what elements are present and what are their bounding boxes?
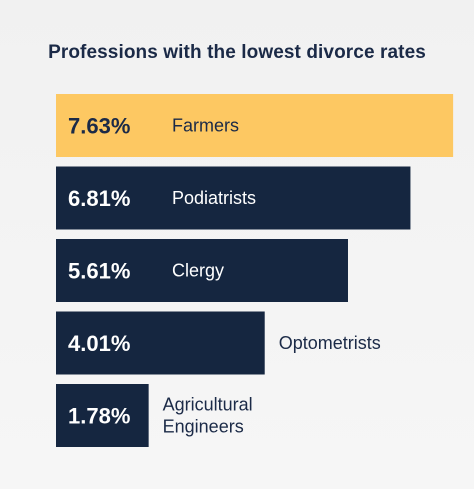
bar-agricultural-engineers [56,384,149,447]
bar-podiatrists [56,166,411,230]
bar-value-label: 7.63% [68,114,130,139]
bar-value-label: 4.01% [68,331,130,356]
bar-value-label: 1.78% [68,404,130,429]
bar-farmers [56,94,454,157]
bar-category-label-line: Engineers [163,417,244,437]
bar-category-label-line: Farmers [172,116,239,136]
bar-category-label: Agricultural Engineers [163,395,253,437]
bar-clergy [56,239,348,302]
bar-category-label-line: Podiatrists [172,188,256,208]
bar-value-label: 6.81% [68,186,130,211]
bar-category-label-line: Clergy [172,261,224,281]
bar-category-label: Podiatrists [172,188,256,208]
bar-category-label: Clergy [172,261,224,281]
bar-category-label: Farmers [172,116,239,136]
bar-category-label: Optometrists [279,333,381,353]
bar-optometrists [56,311,265,375]
chart-title: Professions with the lowest divorce rate… [48,42,426,63]
bar-category-label-line: Agricultural [163,395,253,415]
bar-value-label: 5.61% [68,259,130,284]
bar-category-label-line: Optometrists [279,333,381,353]
